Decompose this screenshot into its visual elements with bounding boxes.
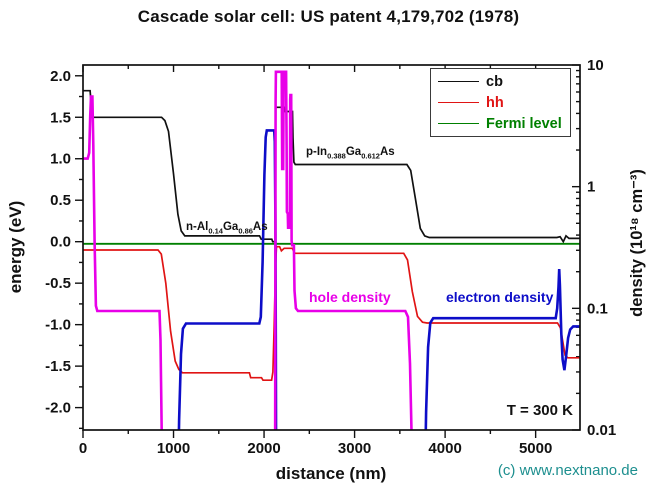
- y-right-ticks: [572, 64, 580, 431]
- y-left-tick-label: -1.0: [45, 317, 71, 334]
- y-right-tick-label: 0.1: [587, 300, 608, 317]
- x-axis-ticks: [82, 430, 537, 438]
- y-left-tick-label: 0.0: [50, 234, 71, 251]
- legend-line-sample: [438, 81, 479, 82]
- y-left-tick-label: 0.5: [50, 192, 71, 209]
- annotation-temperature: T = 300 K: [506, 402, 573, 419]
- x-tick-label: 2000: [247, 440, 280, 457]
- x-axis-label: distance (nm): [275, 464, 387, 483]
- legend-line-sample: [438, 123, 479, 124]
- plot-border: [82, 64, 581, 431]
- curve-electron-density: [177, 129, 580, 430]
- legend-line-sample: [438, 102, 479, 103]
- y-left-tick-label: -0.5: [45, 275, 71, 292]
- copyright-text: (c) www.nextnano.de: [497, 462, 638, 479]
- annotation-hole-density: hole density: [309, 289, 391, 305]
- y-left-tick-label: -1.5: [45, 358, 71, 375]
- annotation-electron-density: electron density: [446, 289, 554, 305]
- legend-label: cb: [486, 73, 503, 90]
- y-left-tick-label: 1.5: [50, 109, 71, 126]
- curve-hh: [83, 245, 580, 382]
- x-tick-label: 1000: [157, 440, 190, 457]
- x-tick-label: 4000: [428, 440, 461, 457]
- y-right-tick-label: 0.01: [587, 422, 616, 439]
- y-left-ticks: [75, 75, 83, 430]
- legend-label: Fermi level: [486, 115, 562, 132]
- legend-label: hh: [486, 94, 504, 111]
- annotation-n-region: n-Al0.14Ga0.86As: [186, 221, 268, 236]
- y-left-tick-label: -2.0: [45, 400, 71, 417]
- y-right-tick-label: 1: [587, 179, 595, 196]
- x-tick-label: 5000: [519, 440, 552, 457]
- legend-item-cb: cb: [431, 72, 570, 92]
- curve-hole-density: [83, 70, 413, 430]
- x-tick-label: 3000: [338, 440, 371, 457]
- y-left-tick-label: 2.0: [50, 68, 71, 85]
- legend-item-hh: hh: [431, 93, 570, 113]
- annotation-p-region: p-In0.388Ga0.612As: [306, 146, 395, 161]
- legend: cb hh Fermi level: [430, 68, 571, 137]
- x-tick-label: 0: [79, 440, 87, 457]
- chart-title: Cascade solar cell: US patent 4,179,702 …: [137, 7, 520, 26]
- legend-item-fermi: Fermi level: [431, 114, 570, 134]
- y-left-tick-label: 1.0: [50, 151, 71, 168]
- y-right-tick-label: 10: [587, 57, 604, 74]
- tick-labels: 0 1000 2000 3000 4000 5000 2.0 1.5 1.0 0.5 0.0 -0.5…: [45, 57, 616, 457]
